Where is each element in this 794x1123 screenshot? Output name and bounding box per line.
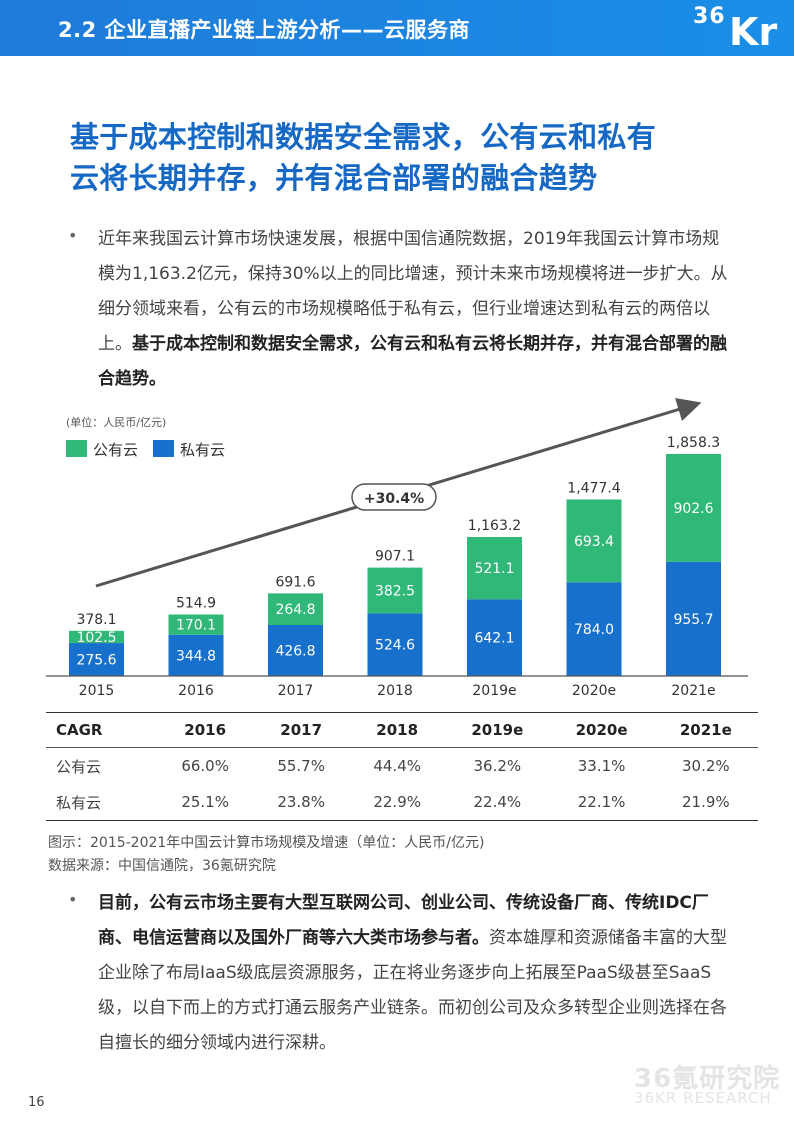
label-private-2017: 426.8: [275, 643, 315, 659]
table-cell: 私有云: [46, 784, 158, 821]
bar-private-2016: [168, 634, 224, 676]
table-cell: 30.2%: [682, 757, 730, 775]
table-cell: 55.7%: [277, 757, 325, 775]
table-cell: 22.1%: [549, 784, 654, 821]
bar-private-2019e: [467, 599, 522, 676]
growth-annotation-box: [351, 483, 437, 511]
growth-annotation: +30.4%: [364, 491, 424, 507]
legend-label-private: 私有云: [180, 441, 225, 459]
label-total-2015: 378.1: [76, 612, 116, 628]
table-cell: 33.1%: [577, 757, 626, 775]
table-cell: 21.9%: [653, 784, 758, 821]
section-title: 2.2 企业直播产业链上游分析——云服务商: [58, 18, 471, 42]
bar-public-2018: [367, 567, 423, 614]
label-public-2015: 102.5: [76, 630, 116, 646]
table-cell: 22.9%: [349, 784, 446, 821]
x-tick-2020e: 2020e: [572, 683, 616, 699]
x-tick-2015: 2015: [79, 683, 115, 699]
logo-text-kr: Kr: [729, 10, 778, 54]
cagr-header-cell: 2017: [253, 712, 350, 748]
table-cell: 25.1%: [157, 784, 254, 821]
figure-caption: 图示：2015-2021年中国云计算市场规模及增速（单位：人民币/亿元): [48, 835, 485, 851]
cagr-header-row: CAGR 2016 2017 2018 2019e 2020e 2021e: [46, 712, 758, 748]
cagr-header-cell: 2016: [157, 712, 254, 748]
label-public-2019e: 521.1: [474, 561, 514, 577]
bar-private-2021e: [666, 561, 721, 676]
label-public-2017: 264.8: [275, 602, 315, 618]
table-cell: 66.0%: [181, 757, 229, 775]
cagr-header-cell: CAGR: [46, 712, 158, 748]
legend-label-public: 公有云: [93, 441, 138, 459]
x-tick-2019e: 2019e: [472, 683, 516, 699]
label-private-2021e: 955.7: [673, 612, 713, 628]
bar-private-2017: [268, 624, 323, 676]
legend-swatch-public: [66, 440, 87, 457]
label-total-2019e: 1,163.2: [468, 518, 521, 534]
legend-swatch-private: [153, 440, 174, 457]
bar-private-2018: [367, 613, 423, 676]
bullet-dot-icon: •: [68, 226, 78, 245]
label-private-2019e: 642.1: [474, 631, 514, 647]
bar-private-2015: [69, 643, 124, 676]
paragraph-1: 近年来我国云计算市场快速发展，根据中国信通院数据，2019年我国云计算市场规模为…: [98, 222, 728, 397]
x-tick-2017: 2017: [278, 683, 314, 699]
bar-public-2021e: [666, 453, 721, 562]
source-caption: 数据来源：中国信通院，36氪研究院: [48, 858, 276, 874]
table-cell: 36.2%: [473, 757, 522, 775]
bar-public-2017: [268, 593, 323, 625]
label-public-2016: 170.1: [176, 618, 216, 634]
paragraph-1-emphasis: 基于成本控制和数据安全需求，公有云和私有云将长期并存，并有混合部署的融合趋势。: [98, 334, 727, 389]
header-bar: [0, 0, 794, 56]
x-tick-2016: 2016: [178, 683, 214, 699]
label-total-2018: 907.1: [375, 549, 415, 565]
table-cell: 44.4%: [373, 757, 421, 775]
label-total-2016: 514.9: [176, 595, 216, 611]
paragraph-2: 目前，公有云市场主要有大型互联网公司、创业公司、传统设备厂商、传统IDC厂商、电…: [98, 886, 728, 1061]
watermark-subtitle: 36KR RESEARCH: [634, 1089, 772, 1107]
label-public-2018: 382.5: [375, 583, 415, 599]
table-row: 公有云 66.0% 55.7% 44.4% 36.2% 33.1% 30.2%: [46, 748, 758, 785]
chart-unit-label: (单位：人民币/亿元): [66, 415, 166, 429]
table-cell: 23.8%: [253, 784, 350, 821]
bars-layer: 275.6 102.5 378.1 2015 344.8 170.1 514.9 2016 42…: [69, 435, 721, 699]
bar-public-2015: [69, 630, 124, 644]
bar-public-2016: [168, 614, 224, 635]
label-total-2021e: 1,858.3: [667, 435, 720, 451]
x-tick-2021e: 2021e: [671, 683, 715, 699]
table-row: 私有云 25.1% 23.8% 22.9% 22.4% 22.1% 21.9%: [46, 784, 758, 821]
bar-public-2020e: [566, 499, 622, 583]
x-tick-2018: 2018: [377, 683, 413, 699]
label-total-2020e: 1,477.4: [567, 480, 621, 496]
table-cell: 22.4%: [445, 784, 550, 821]
paragraph-1-text: 近年来我国云计算市场快速发展，根据中国信通院数据，2019年我国云计算市场规模为…: [98, 229, 728, 354]
watermark-title: 36氪研究院: [634, 1064, 781, 1094]
bar-public-2019e: [467, 536, 522, 600]
cagr-table: CAGR 2016 2017 2018 2019e 2020e 2021e 公有…: [46, 712, 758, 821]
36kr-logo: 36 Kr: [693, 4, 777, 54]
paragraph-2-text: 资本雄厚和资源储备丰富的大型企业除了布局IaaS级底层资源服务，正在将业务逐步向…: [98, 928, 727, 1053]
page-headline: 基于成本控制和数据安全需求，公有云和私有 云将长期并存，并有混合部署的融合趋势: [70, 117, 740, 199]
label-public-2020e: 693.4: [574, 534, 614, 550]
cagr-header-cell: 2018: [349, 712, 446, 748]
label-total-2017: 691.6: [275, 574, 315, 590]
page-number: 16: [28, 1095, 45, 1110]
label-private-2018: 524.6: [375, 638, 415, 654]
bullet-dot-icon: •: [68, 890, 78, 909]
cagr-header-cell: 2019e: [445, 712, 550, 748]
label-private-2015: 275.6: [76, 653, 116, 669]
paragraph-2-emphasis: 目前，公有云市场主要有大型互联网公司、创业公司、传统设备厂商、传统IDC厂商、电…: [98, 893, 709, 948]
chart-legend: 公有云 私有云: [66, 440, 225, 459]
label-private-2020e: 784.0: [574, 622, 614, 638]
bar-private-2020e: [566, 582, 622, 676]
cagr-header-cell: 2020e: [549, 712, 654, 748]
headline-line-1: 基于成本控制和数据安全需求，公有云和私有: [70, 120, 657, 154]
table-cell: 公有云: [56, 757, 102, 776]
label-public-2021e: 902.6: [673, 501, 713, 517]
cloud-market-chart: (单位：人民币/亿元) 公有云 私有云 +30.4% 275.6 102.5 378…: [46, 397, 748, 699]
headline-line-2: 云将长期并存，并有混合部署的融合趋势: [70, 161, 598, 195]
label-private-2016: 344.8: [176, 648, 216, 664]
logo-text-36: 36: [693, 4, 726, 29]
cagr-header-cell: 2021e: [653, 712, 758, 748]
